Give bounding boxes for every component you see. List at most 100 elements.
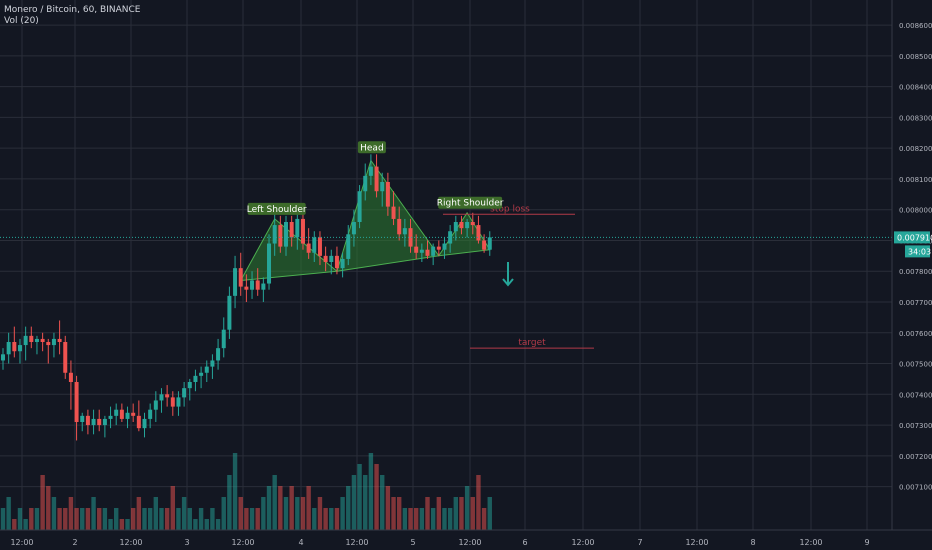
- candle-body: [159, 394, 164, 401]
- candle-body: [12, 342, 17, 352]
- volume-bar: [334, 508, 340, 530]
- volume-bar: [17, 508, 23, 530]
- candle-body: [74, 382, 79, 422]
- candle-body: [459, 222, 464, 229]
- time-axis-label: 5: [410, 538, 415, 547]
- candle-body: [193, 375, 198, 382]
- candle-body: [487, 237, 492, 250]
- left-shoulder-label[interactable]: Left Shoulder: [247, 202, 307, 215]
- candle-body: [131, 412, 136, 416]
- candle-body: [284, 222, 288, 247]
- volume-bar: [136, 497, 142, 530]
- candle-body: [323, 255, 328, 262]
- volume-bar: [12, 519, 17, 530]
- candle-body: [6, 342, 11, 355]
- candle-body: [391, 206, 396, 219]
- time-axis-label: 12:00: [345, 538, 368, 547]
- candle-body: [397, 218, 402, 235]
- candle-body: [380, 182, 385, 192]
- current-price-tag: 0.007910: [894, 231, 932, 244]
- candle-body: [17, 345, 22, 352]
- volume-bar: [278, 486, 283, 530]
- candle-body: [148, 409, 153, 419]
- volume-bar: [413, 508, 419, 530]
- right-shoulder-label[interactable]: Right Shoulder: [437, 196, 504, 209]
- volume-bar: [125, 519, 130, 530]
- price-axis-label: 0.007800: [899, 268, 932, 276]
- volume-bar: [351, 475, 357, 530]
- price-axis-label: 0.007100: [899, 484, 932, 492]
- volume-bar: [357, 464, 362, 530]
- volume-bar: [85, 508, 91, 530]
- time-axis-label: 3: [184, 538, 189, 547]
- volume-bar: [142, 508, 147, 530]
- left-shoulder-triangle[interactable]: [239, 218, 339, 282]
- time-axis[interactable]: 12:00 2 12:00 3 12:00 4 12:00 5 12:00 6 12:00 7 12:0…: [0, 529, 932, 550]
- volume-bar: [317, 497, 323, 530]
- volume-bar: [419, 508, 425, 530]
- candle-body: [289, 222, 294, 238]
- time-axis-label: 6: [522, 538, 527, 547]
- volume-bar: [176, 508, 181, 530]
- candle-body: [250, 280, 255, 290]
- volume-bar: [80, 508, 85, 530]
- price-axis[interactable]: 0.007100 0.007200 0.007300 0.007400 0.007500…: [891, 0, 932, 550]
- volume-indicator-title: Vol (20): [4, 16, 39, 26]
- candle-body: [136, 415, 141, 429]
- candle-body: [278, 225, 283, 247]
- down-arrow-icon[interactable]: [502, 262, 514, 287]
- volume-bar: [266, 486, 272, 530]
- volume-bar: [244, 508, 249, 530]
- price-axis-label: 0.008500: [899, 53, 932, 61]
- head-and-shoulders-pattern[interactable]: [239, 159, 491, 282]
- volume-bar: [210, 508, 215, 530]
- time-axis-label: 12:00: [119, 538, 142, 547]
- candle-body: [470, 222, 475, 226]
- volume-bar: [397, 497, 402, 530]
- candle-body: [227, 295, 232, 330]
- candle-body: [267, 243, 272, 284]
- candle-body: [114, 409, 119, 416]
- candle-body: [385, 182, 390, 207]
- candle-body: [306, 243, 311, 253]
- time-axis-label: 12:00: [571, 538, 594, 547]
- volume-bar: [29, 508, 34, 530]
- volume-bar: [340, 497, 345, 530]
- volume-bar: [363, 475, 368, 530]
- candle-body: [442, 243, 447, 250]
- candle-body: [431, 246, 436, 256]
- candle-body: [482, 240, 487, 250]
- candle-body: [153, 400, 158, 410]
- volume-bar: [170, 486, 175, 530]
- candle-body: [85, 415, 90, 426]
- candle-body: [295, 218, 300, 238]
- time-axis-label: 4: [298, 538, 303, 547]
- volume-bar: [0, 508, 6, 530]
- volume-bar: [193, 519, 198, 530]
- candle-body: [187, 382, 192, 389]
- volume-bar: [181, 497, 187, 530]
- volume-bar: [34, 508, 40, 530]
- price-axis-label: 0.007300: [899, 422, 932, 430]
- volume-bar: [130, 508, 136, 530]
- candle-body: [346, 234, 351, 259]
- volume-bar: [6, 497, 11, 530]
- volume-bar: [221, 497, 226, 530]
- volume-bar: [306, 486, 311, 530]
- volume-bar: [436, 497, 442, 530]
- volume-bar: [68, 497, 74, 530]
- volume-bar: [51, 497, 57, 530]
- candle-body: [63, 342, 68, 373]
- volume-bar: [40, 475, 45, 530]
- head-label[interactable]: Head: [357, 141, 386, 154]
- time-axis-label: 9: [864, 538, 869, 547]
- volume-bar: [464, 486, 470, 530]
- volume-bar: [346, 486, 351, 530]
- price-axis-label: 0.008100: [899, 176, 932, 184]
- volume-bar: [97, 508, 102, 530]
- time-axis-label: 12:00: [799, 538, 822, 547]
- candle-body: [453, 222, 458, 232]
- chart-legend[interactable]: Monero / Bitcoin, 60, BINANCE Vol (20): [4, 5, 140, 27]
- volume-bar: [453, 497, 458, 530]
